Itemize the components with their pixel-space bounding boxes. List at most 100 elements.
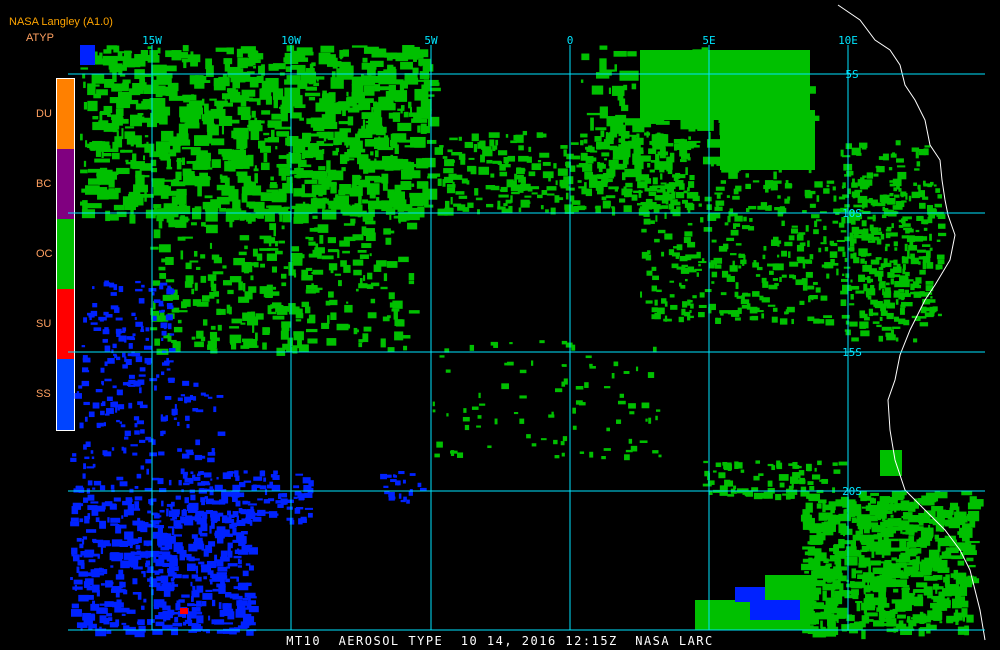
aerosol-pixel <box>901 490 907 496</box>
aerosol-pixel <box>823 188 830 194</box>
aerosol-pixel <box>643 211 650 217</box>
aerosol-pixel <box>954 511 967 519</box>
aerosol-pixel <box>669 152 675 163</box>
aerosol-pixel <box>788 485 792 492</box>
aerosol-pixel <box>822 590 827 601</box>
aerosol-pixel <box>115 525 122 534</box>
aerosol-pixel <box>86 585 93 591</box>
aerosol-pixel <box>687 299 691 306</box>
aerosol-pixel <box>726 195 730 198</box>
aerosol-pixel <box>92 187 108 194</box>
aerosol-pixel <box>310 133 326 137</box>
aerosol-pixel <box>178 599 185 603</box>
aerosol-pixel <box>134 423 138 428</box>
aerosol-pixel <box>294 507 301 514</box>
aerosol-pixel <box>511 191 520 195</box>
aerosol-pixel <box>490 173 495 178</box>
aerosol-pixel <box>134 54 143 60</box>
aerosol-pixel <box>660 185 666 191</box>
aerosol-pixel <box>154 524 165 529</box>
aerosol-pixel <box>330 269 334 274</box>
aerosol-pixel <box>168 510 180 517</box>
aerosol-pixel <box>295 146 301 157</box>
aerosol-pixel <box>835 554 839 559</box>
aerosol-pixel <box>170 577 175 582</box>
aerosol-pixel <box>893 579 908 588</box>
aerosol-pixel <box>88 178 101 185</box>
aerosol-pixel <box>728 480 734 487</box>
aerosol-pixel <box>841 516 852 519</box>
aerosol-pixel <box>449 137 458 141</box>
aerosol-pixel <box>859 214 863 220</box>
aerosol-pixel <box>378 86 393 91</box>
aerosol-pixel <box>529 186 540 190</box>
aerosol-pixel <box>789 476 799 484</box>
aerosol-pixel <box>841 590 850 597</box>
aerosol-pixel <box>458 136 462 141</box>
aerosol-pixel <box>860 177 865 183</box>
aerosol-pixel <box>402 80 408 89</box>
aerosol-pixel <box>836 607 848 616</box>
aerosol-pixel <box>124 356 127 362</box>
aerosol-pixel <box>302 477 311 484</box>
aerosol-pixel <box>726 276 735 282</box>
aerosol-pixel <box>738 253 745 258</box>
aerosol-pixel <box>229 220 233 228</box>
aerosol-pixel <box>119 421 123 424</box>
aerosol-pixel <box>71 547 78 555</box>
aerosol-pixel <box>603 386 611 389</box>
aerosol-pixel <box>118 99 133 103</box>
aerosol-pixel <box>120 424 126 428</box>
aerosol-pixel <box>640 174 650 179</box>
aerosol-pixel <box>199 75 207 82</box>
aerosol-pixel <box>334 199 349 204</box>
aerosol-pixel <box>937 259 945 265</box>
aerosol-pixel <box>84 614 96 621</box>
aerosol-pixel <box>99 111 103 123</box>
aerosol-pixel <box>132 353 141 357</box>
aerosol-pixel <box>903 584 910 588</box>
aerosol-pixel <box>79 543 84 549</box>
aerosol-pixel <box>278 240 285 244</box>
aerosol-pixel <box>139 439 146 443</box>
aerosol-pixel <box>176 546 184 554</box>
aerosol-pixel <box>802 558 812 563</box>
aerosol-pixel <box>125 126 135 129</box>
aerosol-pixel <box>518 145 524 151</box>
aerosol-pixel <box>401 62 405 66</box>
aerosol-pixel <box>366 183 380 195</box>
aerosol-pixel <box>352 174 361 186</box>
aerosol-pixel <box>373 264 382 272</box>
aerosol-pixel <box>712 470 717 473</box>
aerosol-pixel <box>186 504 193 508</box>
aerosol-pixel <box>165 539 171 543</box>
aerosol-pixel <box>859 313 868 319</box>
aerosol-pixel <box>195 565 199 574</box>
aerosol-pixel <box>397 108 405 111</box>
aerosol-pixel <box>217 574 227 580</box>
aerosol-pixel <box>226 208 242 216</box>
aerosol-pixel <box>632 153 635 162</box>
aerosol-pixel <box>965 534 970 543</box>
aerosol-pixel <box>442 156 448 159</box>
aerosol-pixel <box>167 287 171 293</box>
aerosol-pixel <box>301 269 309 276</box>
aerosol-pixel <box>315 243 319 251</box>
aerosol-pixel <box>162 605 171 611</box>
aerosol-pixel <box>882 153 889 161</box>
aerosol-pixel <box>707 139 727 148</box>
aerosol-pixel <box>135 174 145 186</box>
aerosol-pixel <box>932 517 945 526</box>
aerosol-pixel <box>646 270 653 276</box>
aerosol-pixel <box>849 238 855 247</box>
aerosol-pixel <box>100 367 105 373</box>
aerosol-pixel <box>876 575 885 586</box>
aerosol-pixel <box>275 146 278 150</box>
aerosol-pixel <box>160 416 167 422</box>
aerosol-pixel <box>259 485 267 490</box>
aerosol-pixel <box>275 305 279 313</box>
aerosol-pixel <box>905 193 908 200</box>
aerosol-pixel <box>966 614 974 623</box>
aerosol-pixel <box>253 65 256 69</box>
aerosol-pixel <box>272 63 286 70</box>
